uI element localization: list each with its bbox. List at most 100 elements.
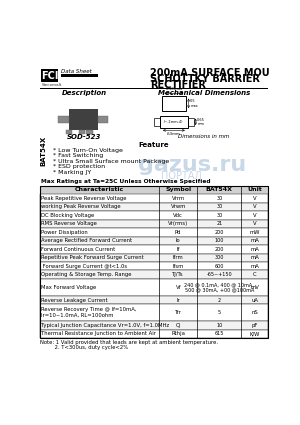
Text: 30: 30 (216, 196, 222, 201)
Bar (160, 116, 188, 128)
Bar (40, 228, 268, 237)
Text: V: V (253, 221, 256, 227)
Bar (40, 253, 268, 262)
Text: Ifsm: Ifsm (172, 264, 184, 269)
Text: Vdc: Vdc (173, 213, 183, 218)
Text: Symbol: Symbol (165, 187, 191, 193)
Text: 21: 21 (216, 221, 222, 227)
Bar (154, 118, 160, 126)
Text: 615: 615 (214, 332, 224, 337)
Text: * Marking JY: * Marking JY (53, 170, 91, 175)
Text: Power Dissipation: Power Dissipation (41, 230, 88, 235)
Text: Note: 1 Valid provided that leads are kept at ambient temperature.: Note: 1 Valid provided that leads are ke… (40, 340, 218, 345)
Text: Siecomalt: Siecomalt (42, 82, 62, 87)
Text: Cj: Cj (176, 323, 181, 328)
Text: SOD-523: SOD-523 (67, 134, 101, 140)
Text: Forward Surge Current @t<1.0s: Forward Surge Current @t<1.0s (41, 264, 128, 269)
Text: mA: mA (250, 255, 259, 260)
Text: Vrwm: Vrwm (171, 204, 186, 210)
Text: * Low Turn-On Voltage: * Low Turn-On Voltage (53, 148, 123, 153)
Text: RMS Reverse Voltage: RMS Reverse Voltage (41, 221, 97, 227)
Text: 0.65
mm: 0.65 mm (197, 118, 205, 126)
Bar (41, 69, 58, 82)
Bar (40, 262, 268, 270)
Text: SCHOTTKY BARRIER: SCHOTTKY BARRIER (150, 74, 260, 84)
Text: Data Sheet: Data Sheet (61, 69, 92, 74)
Text: Description: Description (61, 90, 106, 96)
Bar (40, 296, 268, 304)
Text: ПОРТАЛ: ПОРТАЛ (160, 171, 201, 181)
Text: pF: pF (251, 323, 258, 328)
Text: Mechanical Dimensions: Mechanical Dimensions (158, 90, 250, 96)
Bar (40, 176, 268, 177)
Text: uA: uA (251, 298, 258, 303)
Text: Thermal Resistance Junction to Ambient Air: Thermal Resistance Junction to Ambient A… (41, 332, 156, 337)
Text: DC Blocking Voltage: DC Blocking Voltage (41, 213, 94, 218)
Bar (40, 304, 268, 321)
Bar (40, 237, 268, 245)
Text: 200: 200 (214, 230, 224, 235)
Bar (40, 330, 268, 338)
Bar (66, 130, 72, 134)
Bar (61, 74, 98, 77)
Bar (40, 245, 268, 253)
Text: working Peak Reverse Voltage: working Peak Reverse Voltage (41, 204, 121, 210)
Text: Typical Junction Capacitance Vr=1.0V, f=1.0MHz: Typical Junction Capacitance Vr=1.0V, f=… (41, 323, 170, 328)
Text: 300: 300 (214, 255, 224, 260)
Bar (161, 96, 186, 111)
Text: nS: nS (251, 310, 258, 315)
Bar (68, 109, 98, 130)
Text: BAT54X: BAT54X (206, 187, 233, 193)
Text: Feature: Feature (138, 142, 169, 148)
Text: Vf: Vf (176, 285, 181, 290)
Text: mA: mA (250, 264, 259, 269)
Text: RECTIFIER: RECTIFIER (150, 80, 206, 90)
Text: 2: 2 (218, 298, 221, 303)
Bar (40, 211, 268, 220)
Text: Io: Io (176, 238, 181, 243)
Text: 5: 5 (218, 310, 221, 315)
Text: mV: mV (250, 285, 259, 290)
Text: mA: mA (250, 238, 259, 243)
Text: 600: 600 (214, 264, 224, 269)
Text: Repetitive Peak Forward Surge Current: Repetitive Peak Forward Surge Current (41, 255, 144, 260)
Text: 2. T<300us, duty cycle<2%: 2. T<300us, duty cycle<2% (40, 345, 128, 350)
Text: Operating & Storage Temp. Range: Operating & Storage Temp. Range (41, 272, 132, 277)
Text: 0.30max: 0.30max (165, 87, 182, 91)
Text: -65~+150: -65~+150 (206, 272, 232, 277)
Text: Rthja: Rthja (171, 332, 185, 337)
Bar (40, 203, 268, 211)
Bar (40, 220, 268, 228)
Text: 100: 100 (214, 238, 224, 243)
Text: Peak Repetitive Reverse Voltage: Peak Repetitive Reverse Voltage (41, 196, 127, 201)
Text: V: V (253, 213, 256, 218)
Text: If: If (177, 247, 180, 252)
Text: Ir: Ir (176, 298, 180, 303)
Text: Forward Continuous Current: Forward Continuous Current (41, 247, 116, 252)
Text: Average Rectified Forward Current: Average Rectified Forward Current (41, 238, 133, 243)
Text: Max Forward Voltage: Max Forward Voltage (41, 285, 97, 290)
Text: K/W: K/W (249, 332, 260, 337)
Text: Reverse Leakage Current: Reverse Leakage Current (41, 298, 108, 303)
Text: * Ultra Small Surface mount Package: * Ultra Small Surface mount Package (53, 159, 169, 164)
Text: (~.2mm-4): (~.2mm-4) (164, 120, 184, 124)
Bar (40, 186, 268, 338)
Text: V: V (253, 196, 256, 201)
Bar (40, 321, 268, 330)
Text: 200: 200 (214, 247, 224, 252)
Text: Ifrm: Ifrm (173, 255, 184, 260)
Text: gazus.ru: gazus.ru (138, 155, 247, 175)
Bar (79, 130, 85, 134)
Bar (40, 186, 268, 194)
Text: * ESD protection: * ESD protection (53, 164, 105, 169)
Text: Trr: Trr (175, 310, 182, 315)
Bar (40, 194, 268, 203)
Text: Reverse Recovery Time @ If=10mA,
Ir=10~1.0mA, RL=100ohm: Reverse Recovery Time @ If=10mA, Ir=10~1… (41, 307, 137, 318)
Text: Dimensions in mm: Dimensions in mm (178, 134, 230, 139)
Text: 240 @ 0.1mA, 400 @ 10mA,
500 @ 30mA, +00 @100mA: 240 @ 0.1mA, 400 @ 10mA, 500 @ 30mA, +00… (184, 282, 254, 293)
Text: Max Ratings at Ta=25C Unless Otherwise Specified: Max Ratings at Ta=25C Unless Otherwise S… (40, 179, 210, 184)
Text: 10: 10 (216, 323, 222, 328)
Text: 30: 30 (216, 213, 222, 218)
Bar (40, 270, 268, 279)
Text: V: V (253, 204, 256, 210)
